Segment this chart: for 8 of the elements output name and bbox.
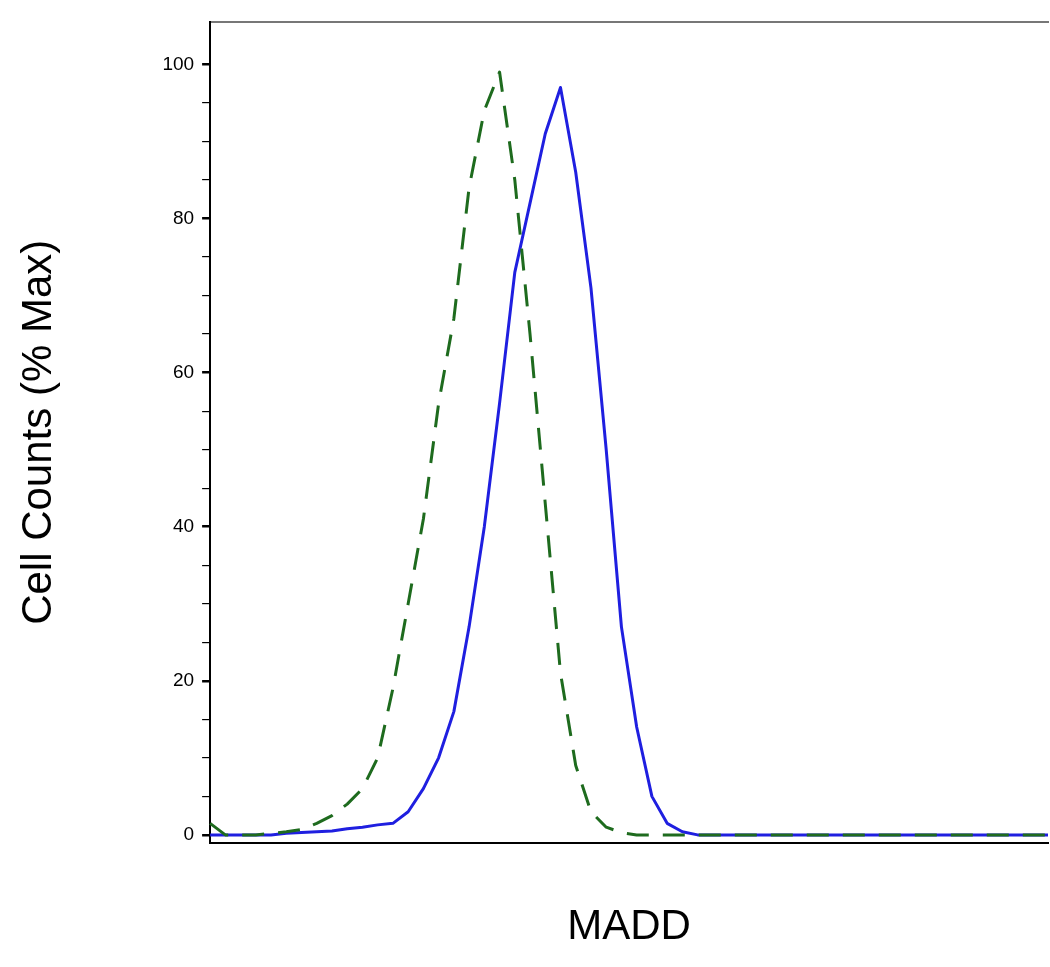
y-tick-label: 60 [172, 360, 195, 382]
y-axis-title: Cell Counts (% Max) [12, 239, 60, 625]
y-tick-label: 0 [183, 823, 195, 845]
y-tick-label: 20 [172, 669, 195, 691]
y-tick-label: 80 [172, 206, 195, 228]
y-tick-label: 40 [172, 514, 195, 536]
y-tick-label: 100 [162, 52, 195, 74]
x-axis-title: MADD [567, 901, 691, 949]
